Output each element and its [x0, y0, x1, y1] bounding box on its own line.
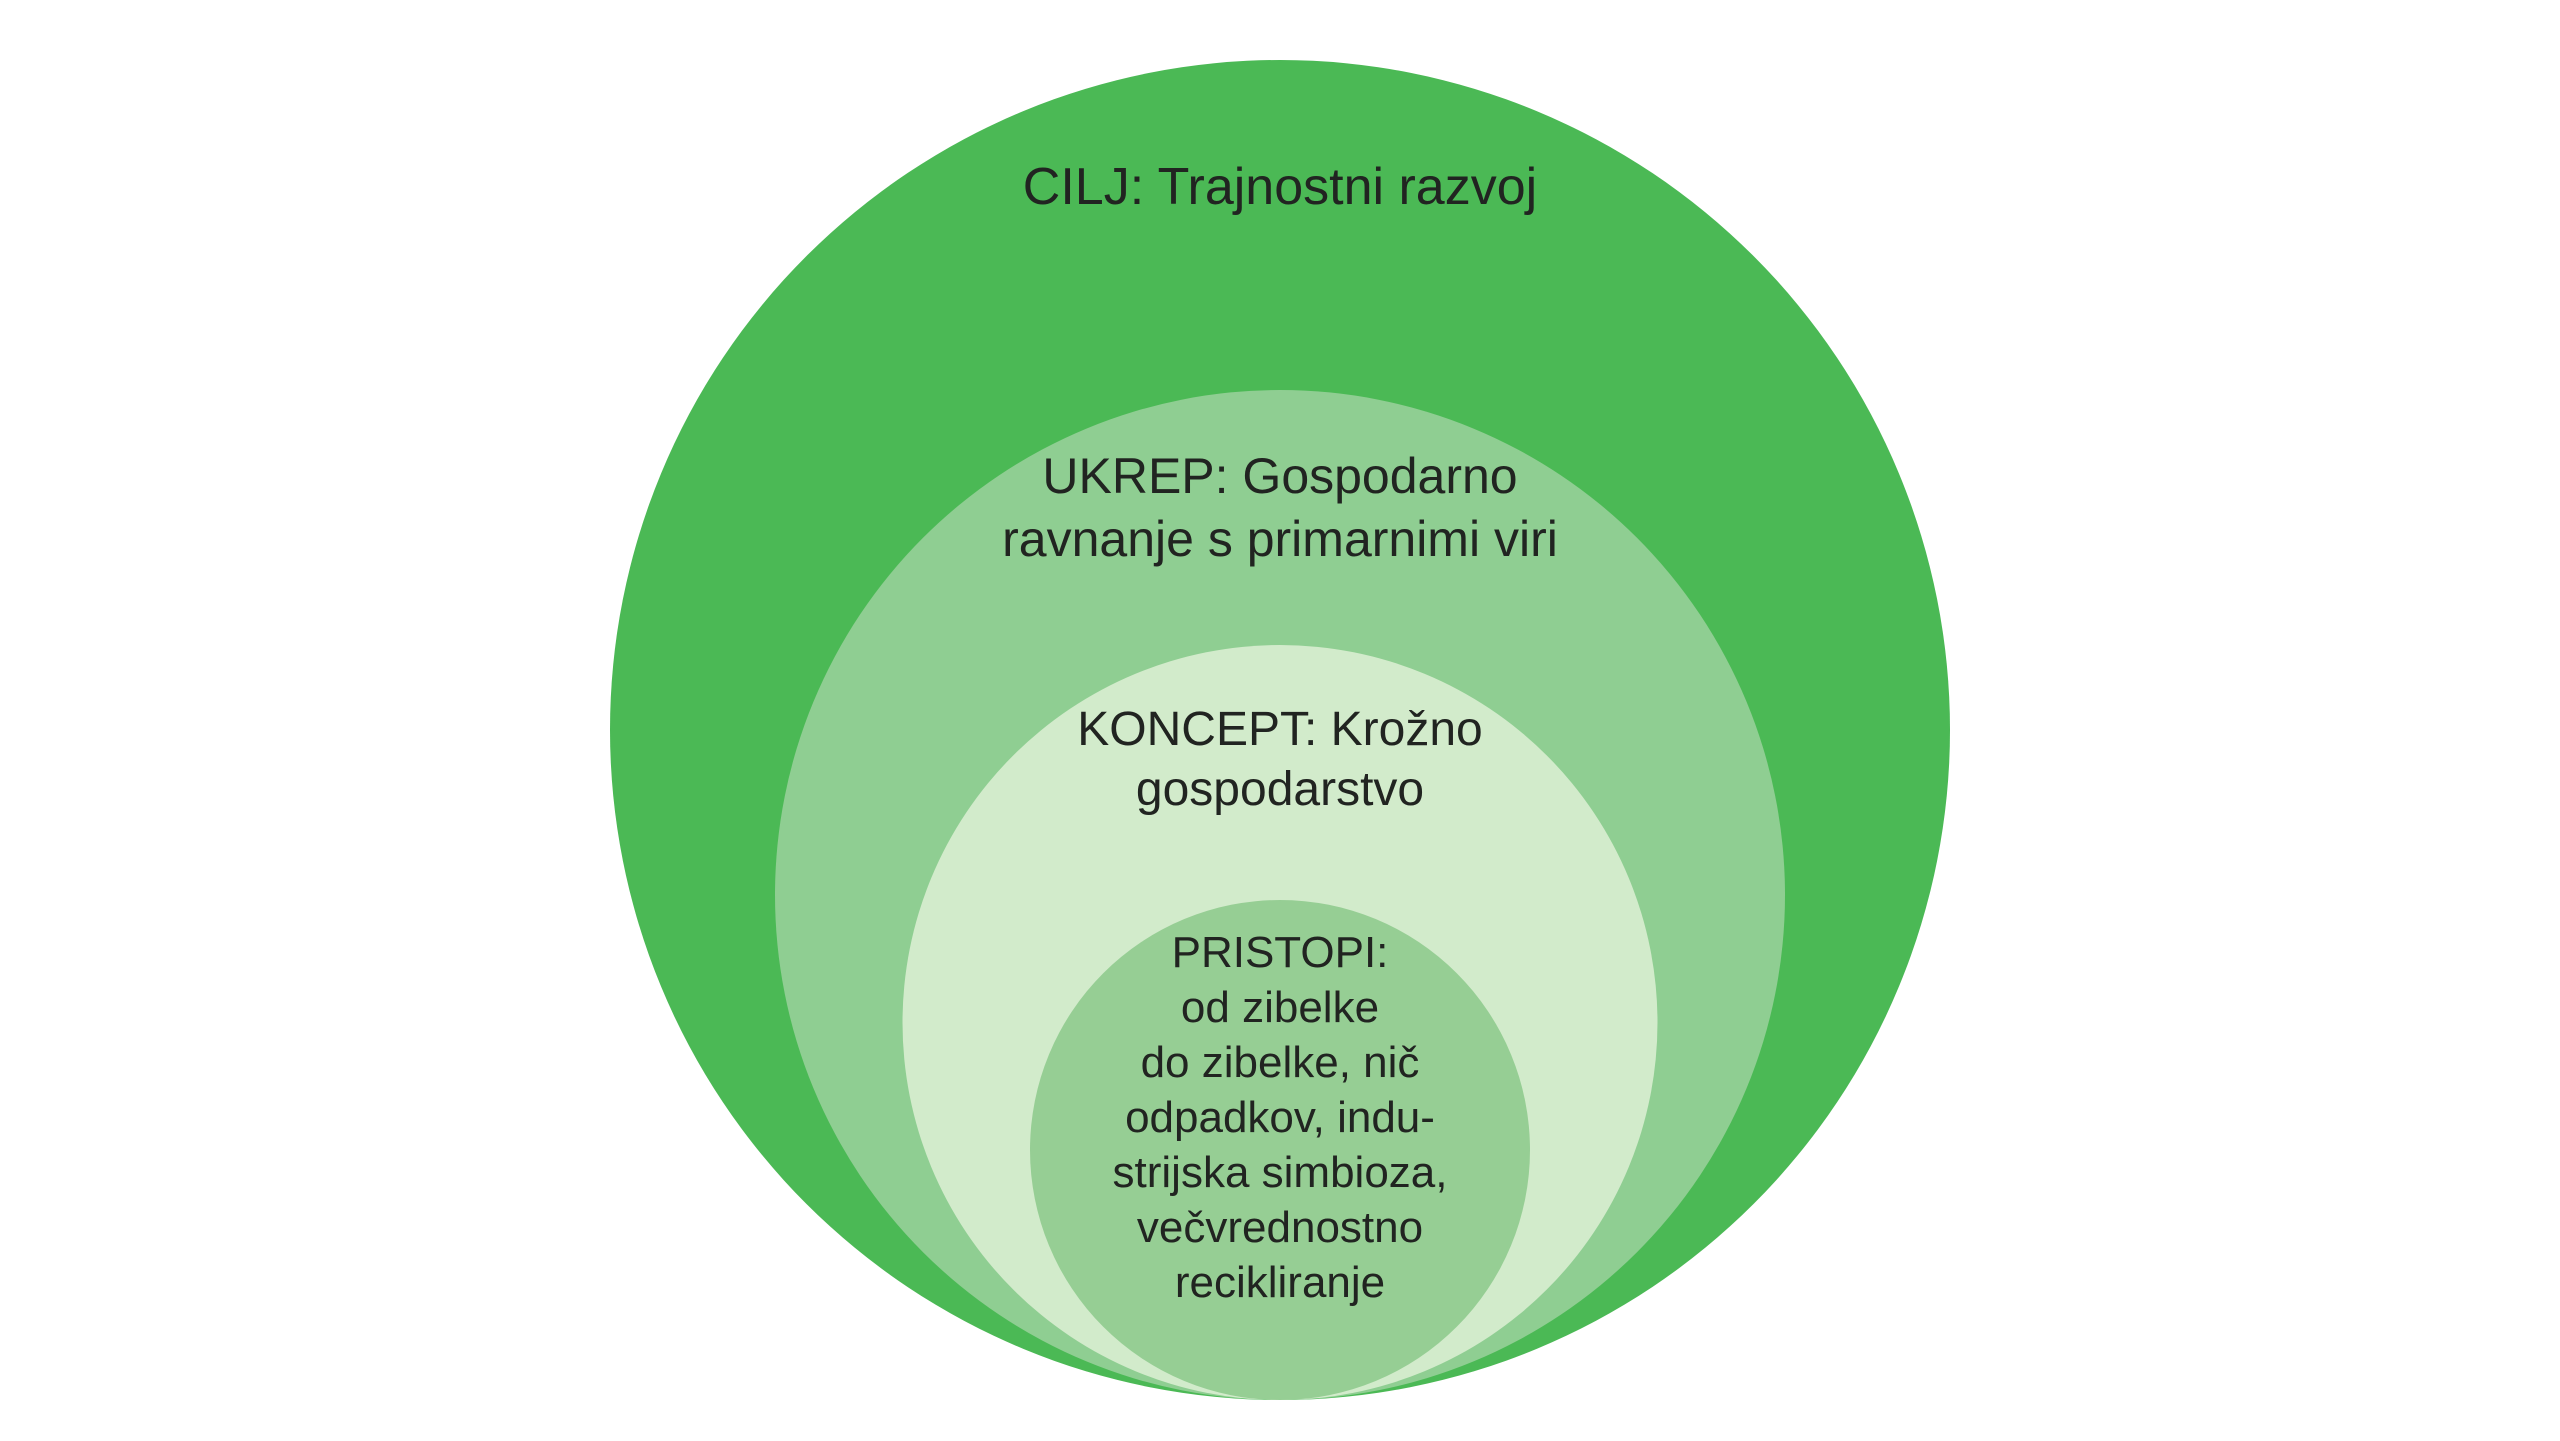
circle-inner: PRISTOPI: od zibelke do zibelke, nič odp…: [1030, 900, 1530, 1400]
label-second: UKREP: Gospodarno ravnanje s primarnimi …: [815, 445, 1744, 570]
label-inner: PRISTOPI: od zibelke do zibelke, nič odp…: [1050, 925, 1510, 1310]
label-outer: CILJ: Trajnostni razvoj: [664, 155, 1897, 220]
label-third: KONCEPT: Krožno gospodarstvo: [933, 700, 1628, 820]
diagram-stage: CILJ: Trajnostni razvoj UKREP: Gospodarn…: [0, 0, 2560, 1441]
